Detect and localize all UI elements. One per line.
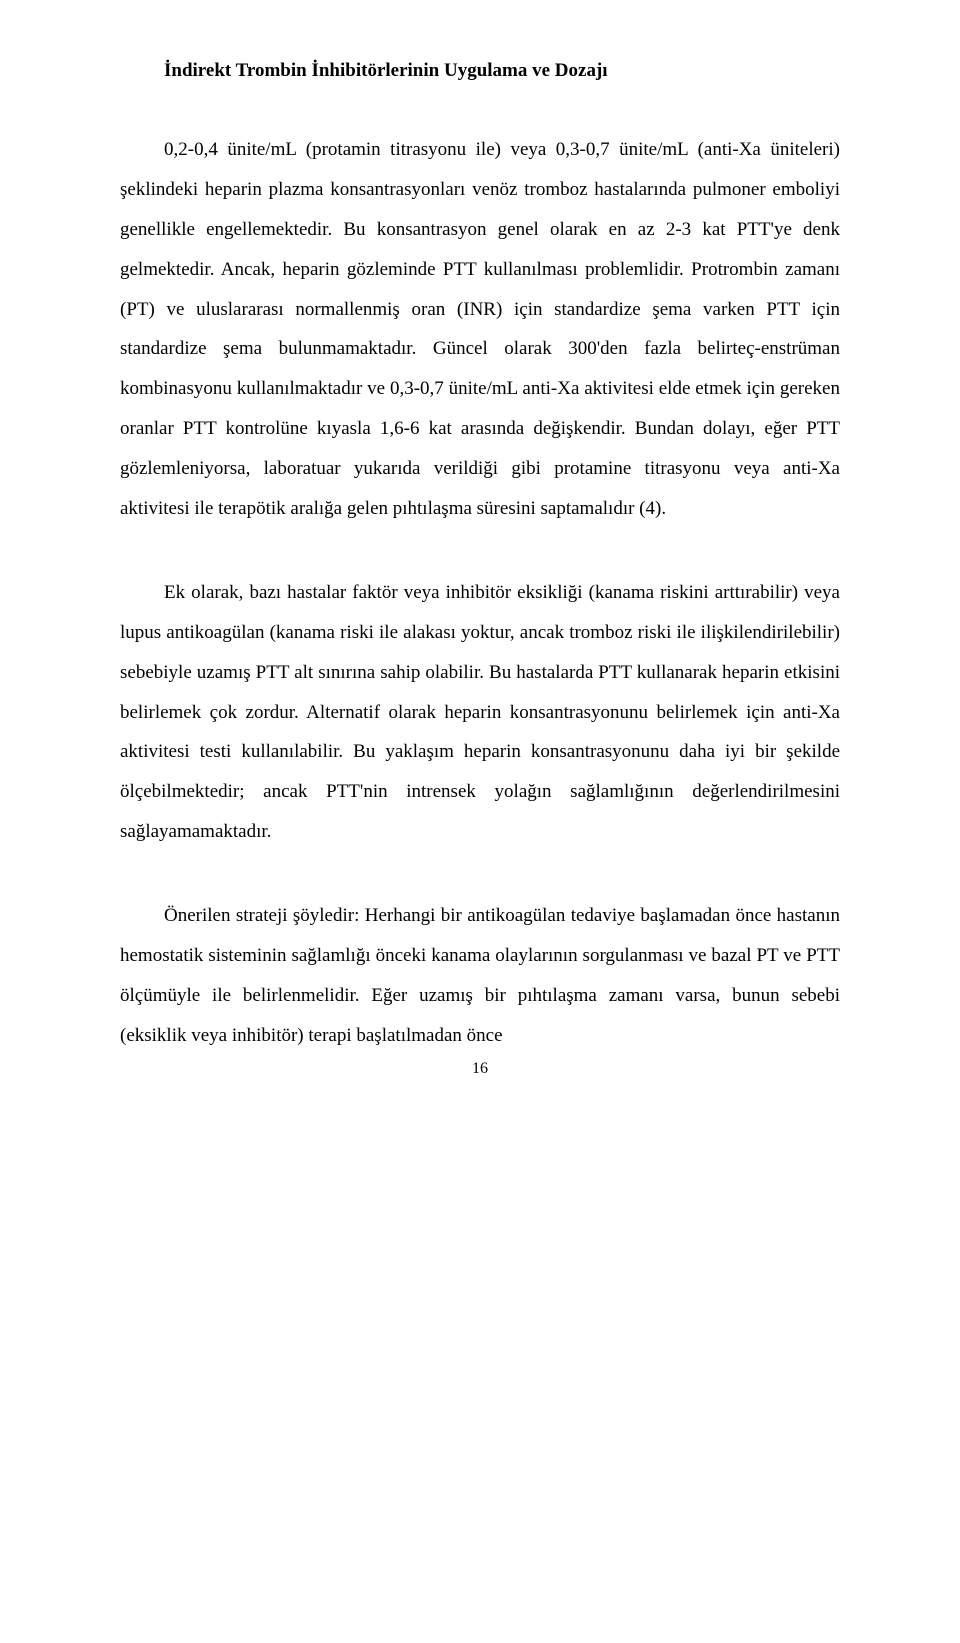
body-paragraph: Önerilen strateji şöyledir: Herhangi bir… bbox=[120, 896, 840, 1056]
body-paragraph: 0,2-0,4 ünite/mL (protamin titrasyonu il… bbox=[120, 130, 840, 529]
section-heading: İndirekt Trombin İnhibitörlerinin Uygula… bbox=[120, 60, 840, 82]
document-page: İndirekt Trombin İnhibitörlerinin Uygula… bbox=[0, 0, 960, 1118]
page-number: 16 bbox=[120, 1060, 840, 1078]
body-paragraph: Ek olarak, bazı hastalar faktör veya inh… bbox=[120, 573, 840, 852]
